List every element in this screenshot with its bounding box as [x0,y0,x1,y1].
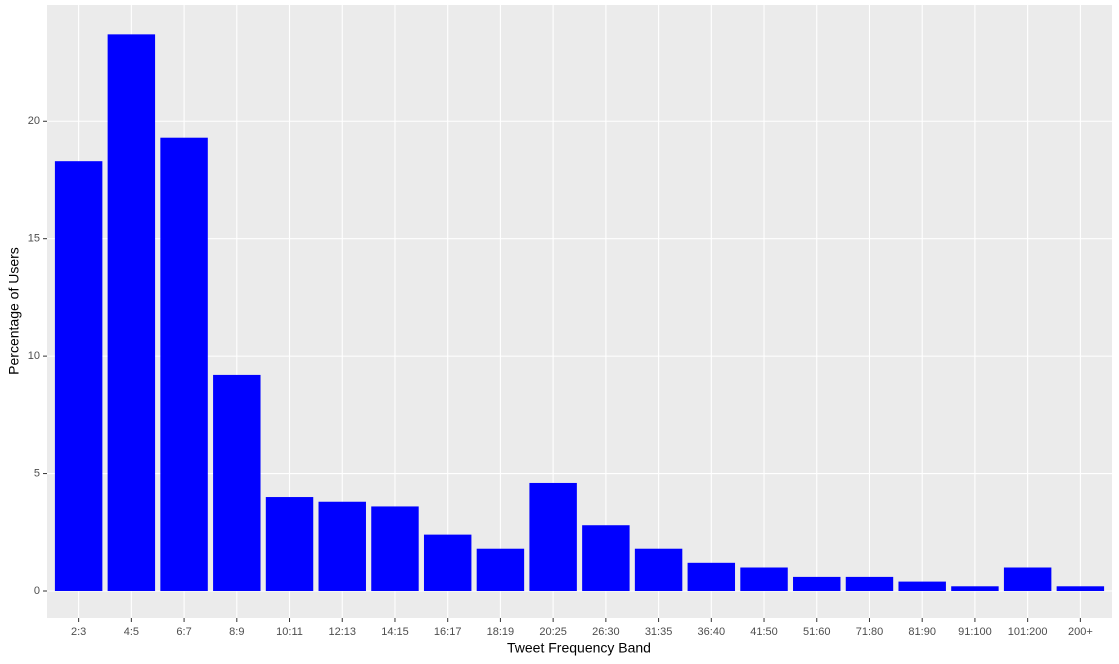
x-tick-label: 2:3 [71,626,86,638]
bar [687,562,736,591]
bar [793,576,841,591]
x-tick-label: 200+ [1068,626,1093,638]
bar [529,482,577,591]
y-tick-label: 0 [34,585,40,597]
bar [423,534,472,591]
bar [371,506,419,591]
bar [582,525,630,591]
bar [634,548,683,591]
bar [265,497,314,591]
bar [160,137,208,591]
bar [318,501,366,591]
y-tick-label: 20 [28,115,40,127]
x-tick-label: 41:50 [750,626,778,638]
bar [213,374,261,591]
bar [898,581,946,591]
x-tick-label: 26:30 [592,626,620,638]
x-tick-label: 10:11 [276,626,303,638]
bar [107,34,156,591]
bar [1056,586,1105,591]
y-tick-label: 10 [28,350,40,362]
x-tick-label: 101:200 [1008,626,1048,638]
x-tick-label: 71:80 [856,626,884,638]
x-tick-label: 51:60 [803,626,831,638]
bar [476,548,525,591]
x-tick-label: 81:90 [908,626,936,638]
bar [1003,567,1052,591]
x-tick-label: 16:17 [434,626,462,638]
x-tick-label: 4:5 [124,626,139,638]
x-tick-label: 8:9 [229,626,244,638]
x-tick-label: 18:19 [487,626,515,638]
y-axis-title: Percentage of Users [6,247,22,375]
x-tick-label: 36:40 [698,626,726,638]
y-tick-label: 15 [28,233,40,245]
bar [845,576,894,591]
x-tick-label: 91:100 [958,626,992,638]
bar [740,567,788,591]
x-axis-title: Tweet Frequency Band [507,640,651,656]
x-tick-label: 31:35 [645,626,673,638]
y-tick-label: 5 [34,467,40,479]
x-tick-label: 20:25 [539,626,567,638]
bar [54,161,103,591]
x-tick-label: 14:15 [381,626,409,638]
bar [951,586,999,591]
x-tick-label: 12:13 [328,626,356,638]
x-tick-label: 6:7 [176,626,191,638]
